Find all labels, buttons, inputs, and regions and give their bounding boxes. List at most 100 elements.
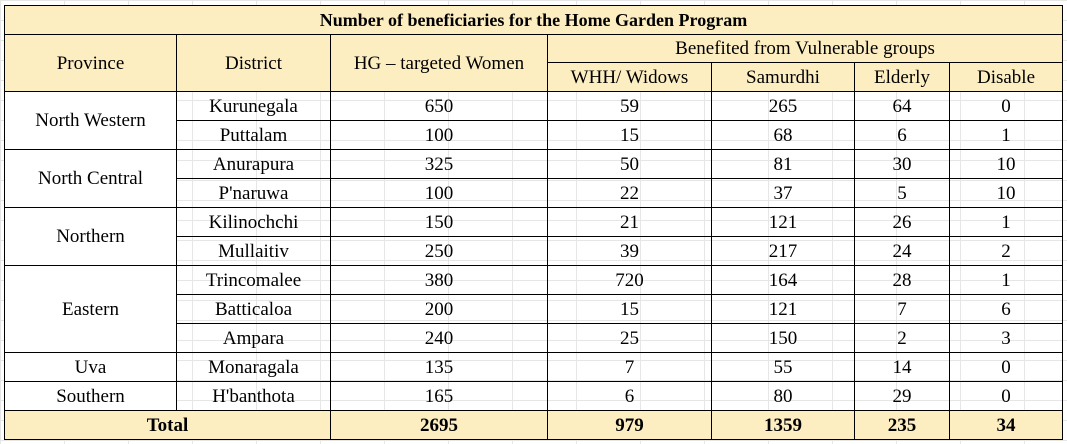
elderly-cell: 6 bbox=[854, 120, 950, 150]
hg-cell: 325 bbox=[330, 149, 548, 179]
table-row: Batticaloa 200 15 121 7 6 bbox=[5, 294, 1063, 324]
header-elderly: Elderly bbox=[854, 62, 950, 92]
elderly-cell: 14 bbox=[854, 352, 950, 382]
district-cell: Kilinochchi bbox=[176, 207, 331, 237]
district-cell: Ampara bbox=[176, 323, 331, 353]
header-hg-targeted: HG – targeted Women bbox=[330, 34, 548, 92]
district-cell: Trincomalee bbox=[176, 265, 331, 295]
disable-cell: 1 bbox=[949, 207, 1063, 237]
hg-cell: 100 bbox=[330, 120, 548, 150]
table-row: Mullaitiv 250 39 217 24 2 bbox=[5, 236, 1063, 266]
disable-cell: 2 bbox=[949, 236, 1063, 266]
table-row: Eastern Trincomalee 380 720 164 28 1 bbox=[4, 265, 1063, 353]
samurdhi-cell: 121 bbox=[711, 294, 855, 324]
elderly-cell: 5 bbox=[854, 178, 950, 208]
samurdhi-cell: 68 bbox=[711, 120, 855, 150]
samurdhi-cell: 37 bbox=[711, 178, 855, 208]
hg-cell: 240 bbox=[330, 323, 548, 353]
samurdhi-cell: 55 bbox=[711, 352, 855, 382]
hg-cell: 250 bbox=[330, 236, 548, 266]
elderly-cell: 29 bbox=[854, 381, 950, 411]
header-samurdhi: Samurdhi bbox=[711, 62, 855, 92]
hg-cell: 165 bbox=[330, 381, 548, 411]
samurdhi-cell: 121 bbox=[711, 207, 855, 237]
disable-cell: 1 bbox=[949, 265, 1063, 295]
elderly-cell: 26 bbox=[854, 207, 950, 237]
district-cell: Batticaloa bbox=[176, 294, 331, 324]
table-title: Number of beneficiaries for the Home Gar… bbox=[4, 5, 1063, 35]
hg-cell: 650 bbox=[330, 91, 548, 121]
table-row: Ampara 240 25 150 2 3 bbox=[5, 323, 1063, 353]
elderly-cell: 2 bbox=[854, 323, 950, 353]
total-whh: 979 bbox=[547, 410, 712, 440]
total-samurdhi: 1359 bbox=[711, 410, 855, 440]
district-cell: P'naruwa bbox=[176, 178, 331, 208]
whh-cell: 15 bbox=[547, 120, 712, 150]
whh-cell: 7 bbox=[547, 352, 712, 382]
district-cell: Anurapura bbox=[176, 149, 331, 179]
samurdhi-cell: 217 bbox=[711, 236, 855, 266]
elderly-cell: 64 bbox=[854, 91, 950, 121]
total-elderly: 235 bbox=[854, 410, 950, 440]
beneficiaries-table: Number of beneficiaries for the Home Gar… bbox=[4, 5, 1063, 440]
disable-cell: 6 bbox=[949, 294, 1063, 324]
table-row: P'naruwa 100 22 37 5 10 bbox=[5, 178, 1063, 208]
province-cell: Southern bbox=[4, 381, 177, 411]
header-district: District bbox=[176, 34, 331, 92]
disable-cell: 0 bbox=[949, 352, 1063, 382]
table-row: Uva Monaragala 135 7 55 14 0 bbox=[4, 352, 1063, 382]
header-vulnerable-groups: Benefited from Vulnerable groups bbox=[547, 34, 1063, 63]
table-row: North Central Anurapura 325 50 81 30 10 bbox=[4, 149, 1063, 208]
elderly-cell: 30 bbox=[854, 149, 950, 179]
province-cell: Eastern bbox=[4, 265, 177, 353]
district-cell: Puttalam bbox=[176, 120, 331, 150]
table-row: North Western Kurunegala 650 59 265 64 0 bbox=[4, 91, 1063, 150]
total-hg: 2695 bbox=[330, 410, 548, 440]
elderly-cell: 7 bbox=[854, 294, 950, 324]
disable-cell: 0 bbox=[949, 381, 1063, 411]
disable-cell: 10 bbox=[949, 178, 1063, 208]
table-row: Southern H'banthota 165 6 80 29 0 bbox=[4, 381, 1063, 411]
hg-cell: 380 bbox=[330, 265, 548, 295]
hg-cell: 200 bbox=[330, 294, 548, 324]
samurdhi-cell: 265 bbox=[711, 91, 855, 121]
total-label: Total bbox=[4, 410, 331, 440]
table-row: Puttalam 100 15 68 6 1 bbox=[5, 120, 1063, 150]
disable-cell: 10 bbox=[949, 149, 1063, 179]
province-cell: Uva bbox=[4, 352, 177, 382]
whh-cell: 25 bbox=[547, 323, 712, 353]
province-cell: North Central bbox=[4, 149, 177, 208]
province-cell: North Western bbox=[4, 91, 177, 150]
table-row: Northern Kilinochchi 150 21 121 26 1 bbox=[4, 207, 1063, 266]
hg-cell: 135 bbox=[330, 352, 548, 382]
samurdhi-cell: 80 bbox=[711, 381, 855, 411]
whh-cell: 39 bbox=[547, 236, 712, 266]
samurdhi-cell: 150 bbox=[711, 323, 855, 353]
whh-cell: 22 bbox=[547, 178, 712, 208]
province-cell: Northern bbox=[4, 207, 177, 266]
district-cell: Monaragala bbox=[176, 352, 331, 382]
elderly-cell: 24 bbox=[854, 236, 950, 266]
elderly-cell: 28 bbox=[854, 265, 950, 295]
samurdhi-cell: 81 bbox=[711, 149, 855, 179]
disable-cell: 0 bbox=[949, 91, 1063, 121]
hg-cell: 150 bbox=[330, 207, 548, 237]
whh-cell: 720 bbox=[547, 265, 712, 295]
district-cell: Kurunegala bbox=[176, 91, 331, 121]
whh-cell: 59 bbox=[547, 91, 712, 121]
header-disable: Disable bbox=[949, 62, 1063, 92]
total-row: Total 2695 979 1359 235 34 bbox=[4, 410, 1063, 440]
header-whh-widows: WHH/ Widows bbox=[547, 62, 712, 92]
district-cell: Mullaitiv bbox=[176, 236, 331, 266]
total-disable: 34 bbox=[949, 410, 1063, 440]
whh-cell: 15 bbox=[547, 294, 712, 324]
whh-cell: 50 bbox=[547, 149, 712, 179]
district-cell: H'banthota bbox=[176, 381, 331, 411]
disable-cell: 3 bbox=[949, 323, 1063, 353]
hg-cell: 100 bbox=[330, 178, 548, 208]
samurdhi-cell: 164 bbox=[711, 265, 855, 295]
whh-cell: 6 bbox=[547, 381, 712, 411]
header-province: Province bbox=[4, 34, 177, 92]
disable-cell: 1 bbox=[949, 120, 1063, 150]
whh-cell: 21 bbox=[547, 207, 712, 237]
